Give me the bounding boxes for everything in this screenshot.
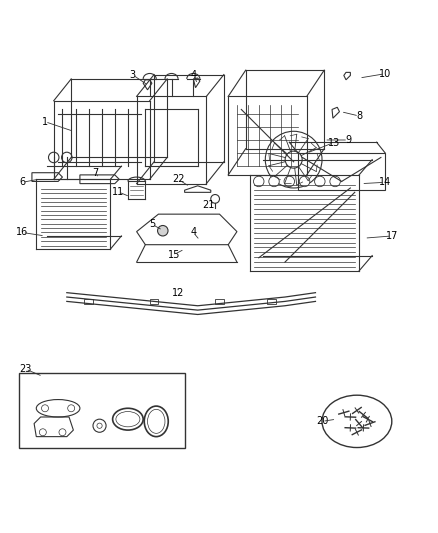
Text: 20: 20 [315,416,328,426]
Text: 3: 3 [129,70,135,79]
Circle shape [299,176,309,187]
Text: 17: 17 [385,231,397,241]
Text: 15: 15 [167,250,180,260]
Bar [149,299,158,304]
Circle shape [157,225,168,236]
Bar [84,299,93,304]
Text: 7: 7 [92,168,98,178]
Bar [19,374,184,448]
Circle shape [268,176,279,187]
Text: 23: 23 [19,364,32,374]
Text: 22: 22 [171,174,184,184]
Bar [267,299,276,304]
Text: 8: 8 [355,111,361,121]
Text: 14: 14 [378,177,391,187]
Circle shape [253,176,263,187]
Text: 1: 1 [42,117,48,127]
Text: 4: 4 [190,228,196,238]
Text: 16: 16 [16,228,28,238]
Text: 21: 21 [202,200,214,211]
Text: 9: 9 [344,135,350,145]
Text: 13: 13 [327,138,339,148]
Circle shape [329,176,339,187]
Circle shape [314,176,324,187]
Text: 10: 10 [378,69,391,79]
Text: 11: 11 [112,187,124,197]
Circle shape [283,176,294,187]
Text: 4: 4 [190,70,196,79]
Text: 5: 5 [148,219,155,229]
Bar [215,299,223,304]
Text: 6: 6 [19,177,25,187]
Text: 12: 12 [172,288,184,297]
